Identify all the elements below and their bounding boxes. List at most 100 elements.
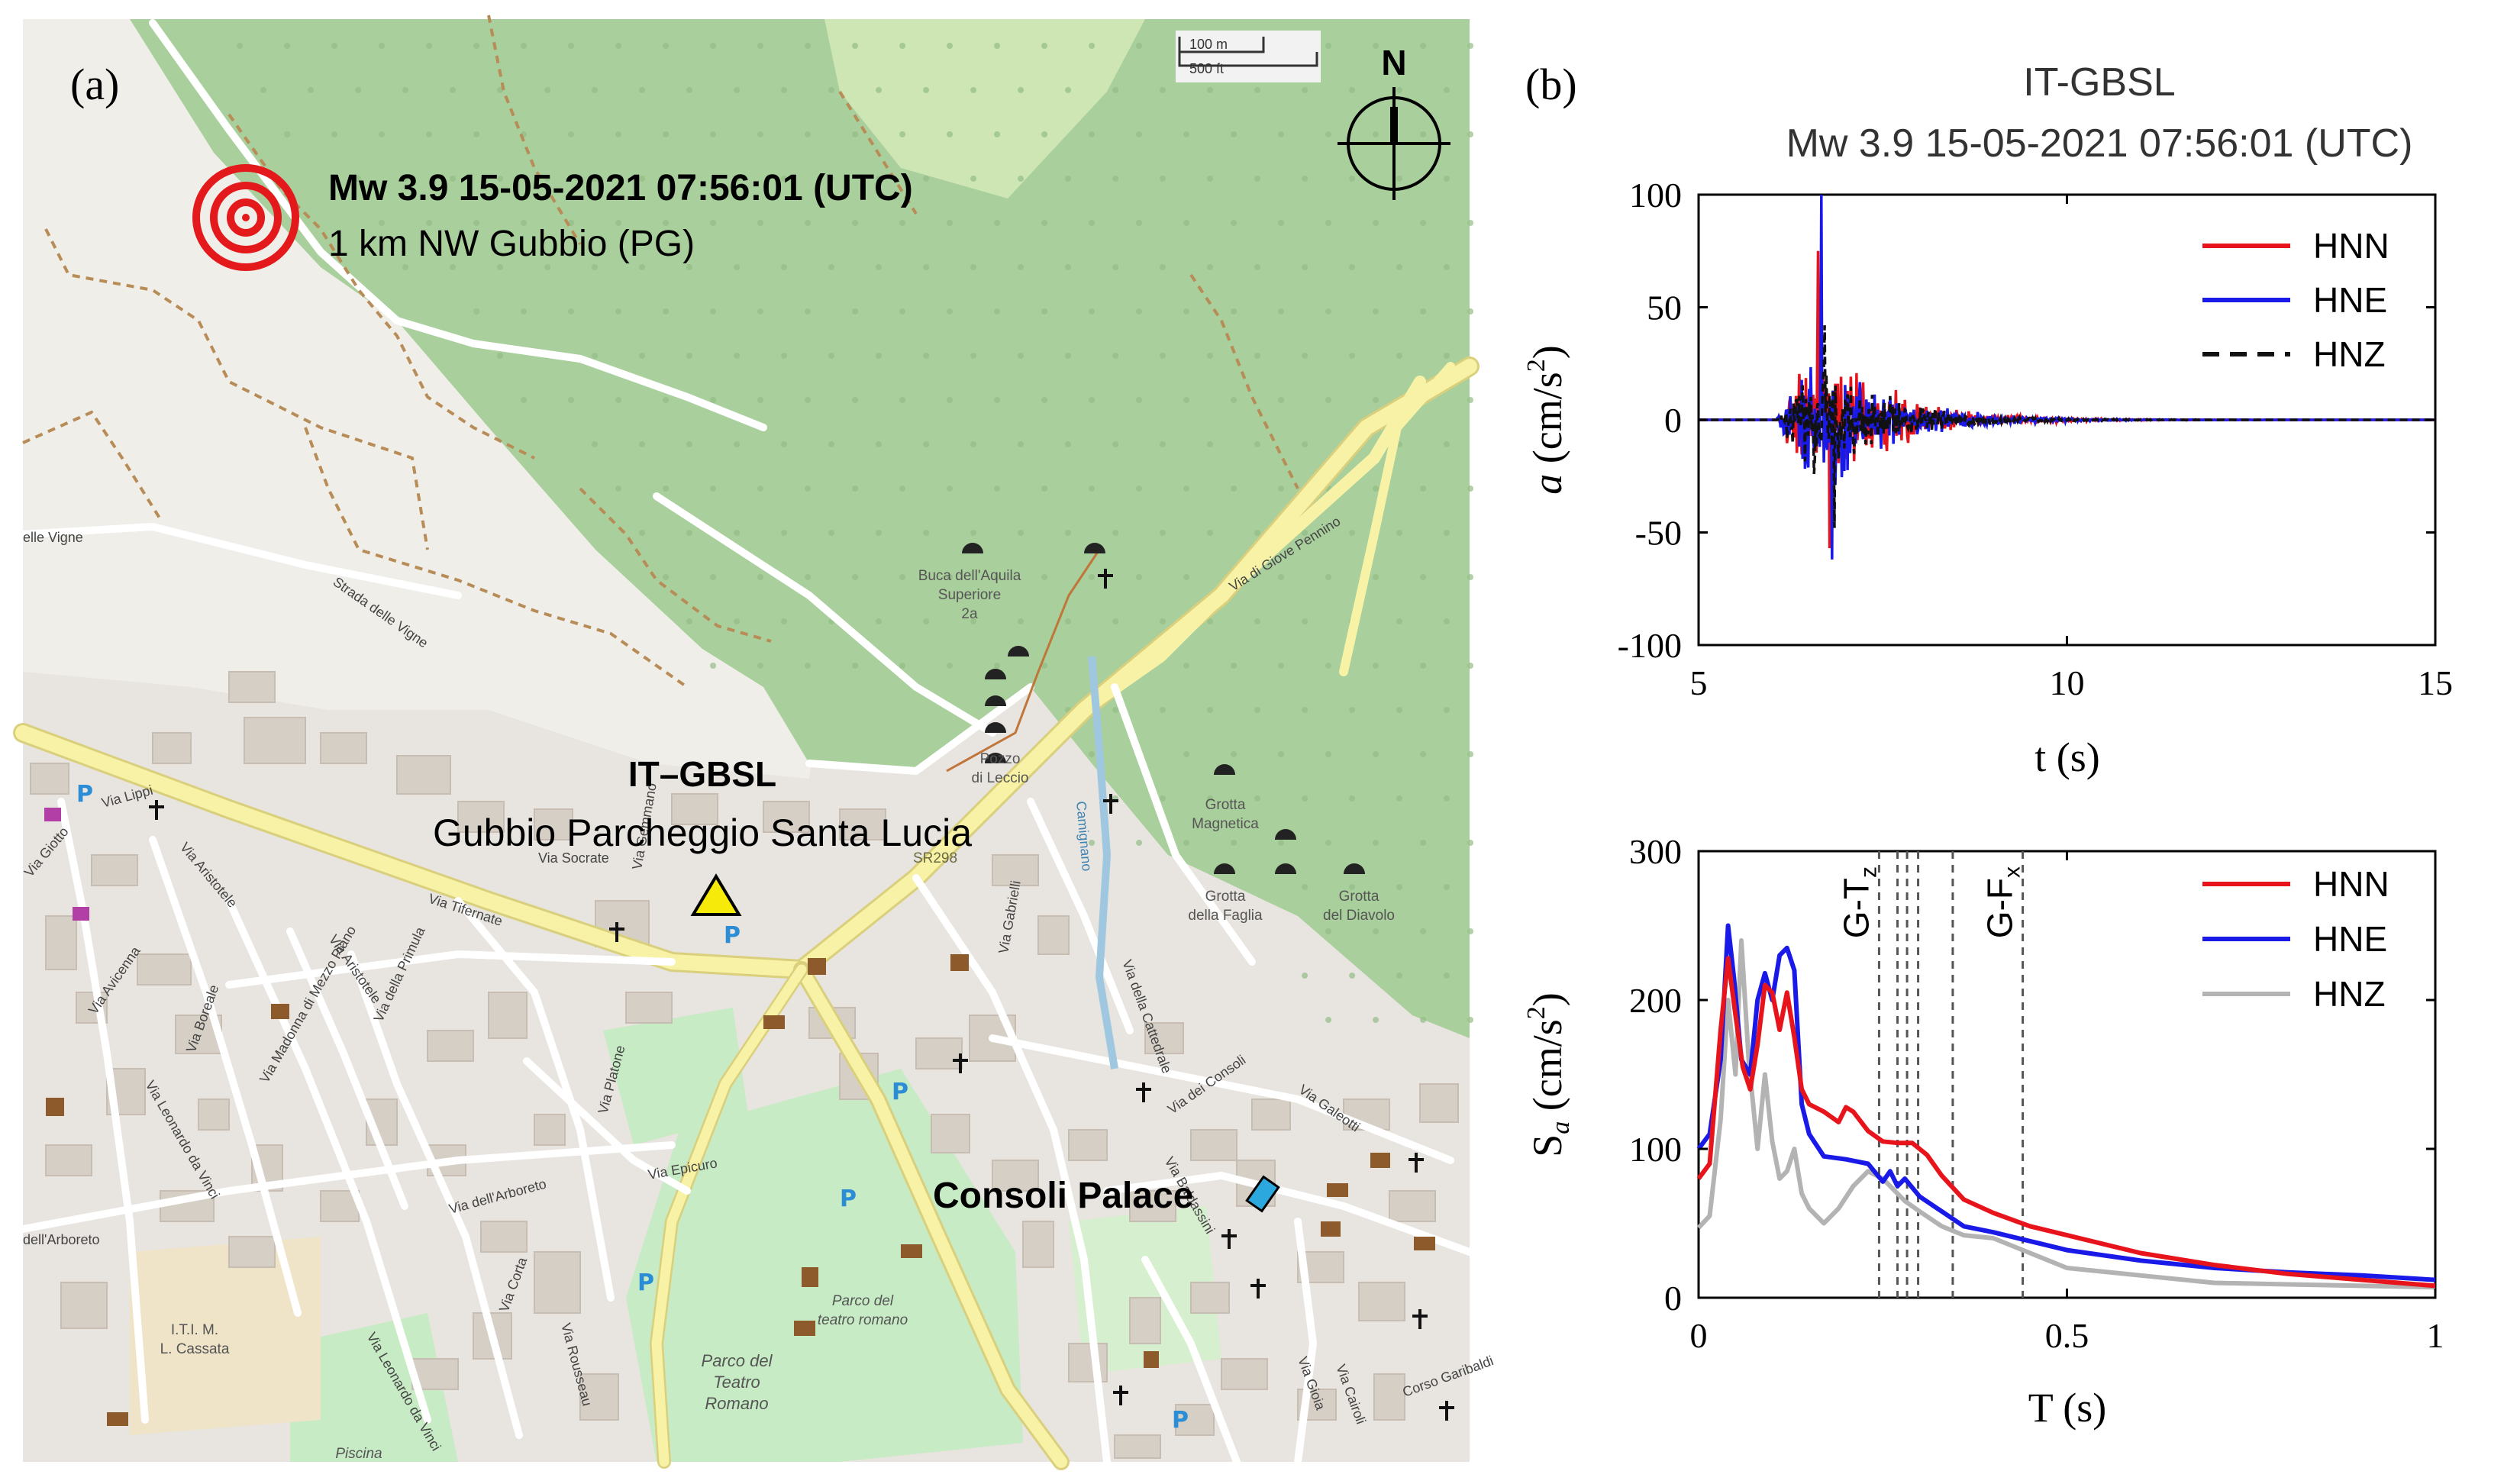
tree-dot — [1420, 1017, 1427, 1023]
tree-dot — [497, 87, 504, 93]
tree-dot — [1349, 87, 1356, 93]
tree-dot — [1373, 308, 1379, 315]
tree-dot — [1065, 441, 1072, 447]
tree-dot — [260, 87, 267, 93]
tree-dot — [1278, 486, 1285, 492]
tree-dot — [1136, 840, 1143, 846]
tree-dot — [1112, 707, 1119, 713]
epicenter-icon — [192, 164, 299, 271]
acc-ytick-label: -100 — [1618, 626, 1682, 665]
tree-dot — [1207, 530, 1214, 536]
palace-marker-icon — [1245, 1175, 1280, 1213]
scale-label-m: 100 m — [1189, 37, 1228, 52]
tree-dot — [1278, 840, 1285, 846]
tree-dot — [1136, 220, 1143, 226]
tree-dot — [615, 397, 622, 403]
building — [1419, 1083, 1459, 1123]
tree-dot — [1041, 131, 1048, 137]
place-name: Piscina — [335, 1446, 382, 1462]
tree-dot — [1183, 308, 1190, 315]
tree-dot — [947, 308, 954, 315]
sa-xtick-label: 0.5 — [2045, 1316, 2089, 1355]
tree-dot — [734, 618, 741, 624]
tree-dot — [521, 397, 528, 403]
building — [320, 732, 367, 764]
place-name: 2a — [961, 606, 978, 622]
tree-dot — [1160, 264, 1166, 270]
tree-dot — [521, 43, 528, 49]
tree-dot — [1018, 353, 1025, 359]
tree-dot — [1231, 663, 1237, 669]
tree-dot — [1041, 397, 1048, 403]
hill-area — [23, 19, 840, 779]
tree-dot — [1444, 884, 1450, 890]
palace-label: Consoli Palace — [933, 1176, 1193, 1216]
tree-dot — [970, 264, 977, 270]
acc-ylabel: a (cm/s2) — [1522, 345, 1570, 494]
tree-dot — [1231, 840, 1237, 846]
tree-dot — [1349, 176, 1356, 182]
tree-dot — [1041, 43, 1048, 49]
tree-dot — [828, 353, 835, 359]
building — [396, 755, 451, 795]
tree-dot — [1278, 751, 1285, 757]
tree-dot — [1373, 1017, 1379, 1023]
tree-dot — [1018, 87, 1025, 93]
tree-dot — [1089, 751, 1096, 757]
tree-dot — [781, 441, 788, 447]
tree-dot — [899, 486, 906, 492]
place-name: Grotta — [1205, 889, 1246, 905]
tree-dot — [1112, 87, 1119, 93]
acc-series-group — [1699, 194, 2435, 560]
tree-dot — [1254, 353, 1261, 359]
sa-annotation-gfx: G-Fx — [1980, 866, 2025, 938]
acc-ylabel-exp: 2 — [1522, 359, 1550, 372]
tree-dot — [1160, 530, 1166, 536]
tree-dot — [805, 220, 812, 226]
tree-dot — [1325, 397, 1332, 403]
tree-dot — [876, 176, 883, 182]
tree-dot — [994, 43, 1001, 49]
station-marker-icon — [690, 873, 742, 916]
tree-dot — [710, 663, 717, 669]
chart-title-line1: IT-GBSL — [2023, 60, 2175, 105]
tree-dot — [1183, 131, 1190, 137]
street-name: Via Socrate — [538, 850, 609, 866]
tree-dot — [284, 43, 291, 49]
tree-dot — [1160, 353, 1166, 359]
tree-dot — [473, 308, 480, 315]
tree-dot — [852, 397, 859, 403]
tree-dot — [1325, 574, 1332, 580]
acc-series-hnz — [1699, 325, 2435, 528]
tree-dot — [1065, 264, 1072, 270]
tree-dot — [1444, 441, 1450, 447]
shop-icons — [44, 808, 89, 921]
svg-text:P: P — [76, 781, 93, 808]
tree-dot — [1160, 618, 1166, 624]
sa-ticks-group — [1697, 850, 2437, 1299]
forest-area — [130, 19, 1470, 1038]
tree-dot — [663, 220, 670, 226]
tree-dot — [828, 530, 835, 536]
tree-dot — [1018, 176, 1025, 182]
station-code: IT–GBSL — [628, 754, 776, 794]
tree-dot — [1183, 840, 1190, 846]
sa-annotation-gfx-sub: x — [2000, 866, 2025, 878]
tree-dot — [237, 43, 244, 49]
place-name: della Faglia — [1188, 908, 1263, 924]
tree-dot — [1183, 220, 1190, 226]
tree-dot — [710, 131, 717, 137]
acc-xtick-label: 15 — [2418, 663, 2453, 702]
sa-ylabel-close: ) — [1525, 992, 1570, 1006]
tree-dot — [1254, 530, 1261, 536]
tree-dot — [1160, 707, 1166, 713]
map-panel: P P P P P P Buca dell'Aquila Superiore 2… — [13, 15, 1496, 1470]
tree-dot — [568, 308, 575, 315]
tree-dot — [1018, 618, 1025, 624]
tree-dot — [994, 486, 1001, 492]
tree-dot — [1302, 353, 1308, 359]
acc-ticks-group — [1697, 193, 2437, 647]
tree-dot — [1444, 176, 1450, 182]
tree-dot — [1112, 618, 1119, 624]
trail-pozzo — [946, 549, 1101, 773]
